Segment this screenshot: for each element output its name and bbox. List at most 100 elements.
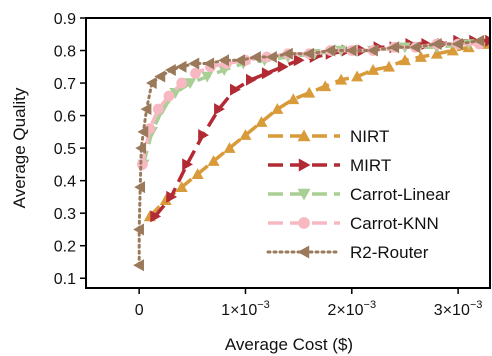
data-point (271, 103, 284, 114)
y-tick-label: 0.4 (54, 174, 76, 191)
y-tick-label: 0.8 (54, 44, 76, 61)
data-point (452, 38, 463, 51)
data-point (239, 129, 252, 140)
series-layer (133, 34, 490, 272)
legend-item: R2-Router (266, 243, 429, 262)
data-point (133, 223, 144, 236)
data-point (430, 38, 442, 51)
data-point (303, 86, 316, 98)
x-tick-label: 3×10−3 (434, 299, 483, 319)
x-tick-label: 1×10−3 (221, 299, 270, 319)
data-point (250, 51, 261, 64)
data-point (218, 54, 230, 67)
data-point (282, 47, 293, 60)
data-point (414, 51, 427, 62)
data-point (145, 77, 157, 90)
data-point (335, 73, 348, 85)
legend: NIRT MIRT Carrot-Linear Carrot-KNN R2-Router (266, 127, 450, 262)
series-r2-router (133, 34, 485, 272)
data-point (176, 77, 188, 89)
data-point (154, 70, 166, 83)
x-axis-label: Average Cost ($) (225, 335, 353, 354)
legend-label: MIRT (350, 156, 391, 175)
data-point (163, 90, 175, 102)
legend-label: R2-Router (350, 243, 429, 262)
data-point (152, 103, 164, 115)
data-point (287, 93, 300, 105)
data-point (135, 142, 147, 155)
legend-marker (298, 217, 310, 229)
data-point (319, 80, 332, 92)
y-tick-label: 0.9 (54, 11, 76, 28)
x-tick-label: 2×10−3 (327, 299, 376, 319)
legend-marker (297, 129, 311, 142)
data-point (388, 41, 400, 54)
data-point (133, 259, 144, 272)
data-point (303, 47, 315, 60)
data-point (277, 60, 289, 73)
data-point (159, 194, 172, 205)
data-point (446, 44, 459, 56)
data-point (345, 44, 357, 57)
data-point (351, 70, 364, 82)
legend-item: MIRT (268, 156, 391, 175)
data-point (214, 103, 225, 116)
series-line (148, 42, 486, 218)
legend-label: Carrot-Linear (350, 185, 450, 204)
data-point (166, 190, 178, 203)
data-point (184, 78, 197, 90)
y-tick-label: 0.7 (54, 76, 76, 93)
data-point (409, 41, 421, 54)
legend-marker (298, 158, 311, 172)
data-point (203, 57, 215, 70)
legend-item: NIRT (268, 127, 389, 146)
data-point (398, 54, 411, 66)
data-point (255, 116, 268, 127)
legend-label: NIRT (350, 127, 389, 146)
data-point (485, 34, 490, 47)
data-point (383, 60, 395, 72)
y-axis-label: Average Quality (10, 87, 29, 208)
data-point (223, 142, 236, 153)
data-point (150, 210, 162, 223)
data-point (190, 67, 201, 79)
data-point (367, 64, 380, 75)
legend-label: Carrot-KNN (350, 214, 439, 233)
data-point (182, 158, 193, 171)
data-point (134, 181, 146, 194)
data-point (201, 71, 214, 83)
data-point (245, 73, 257, 86)
data-point (136, 158, 148, 170)
y-tick-label: 0.2 (54, 239, 76, 256)
x-tick-label: 0 (135, 302, 144, 319)
data-point (293, 54, 305, 67)
series-nirt (143, 38, 490, 222)
legend-marker (297, 188, 311, 201)
legend-marker (297, 245, 310, 259)
data-point (198, 129, 209, 142)
data-point (165, 64, 176, 77)
data-point (169, 88, 182, 99)
plot-frame (85, 17, 491, 289)
data-point (191, 168, 204, 179)
data-point (188, 57, 200, 70)
y-tick-label: 0.5 (54, 141, 76, 158)
legend-item: Carrot-KNN (268, 214, 439, 233)
data-point (137, 125, 149, 138)
data-point (261, 67, 273, 80)
y-tick-label: 0.6 (54, 109, 76, 126)
data-point (234, 54, 245, 67)
data-point (324, 44, 336, 57)
legend-item: Carrot-Linear (268, 185, 450, 204)
data-point (207, 155, 220, 166)
data-point (473, 34, 485, 47)
data-point (175, 181, 188, 192)
y-tick-label: 0.3 (54, 206, 76, 223)
data-point (367, 44, 378, 57)
axes-layer: 0.1 0.2 0.3 0.4 0.5 0.6 0.7 0.8 0.9 0 1×10−3 2×10−3… (54, 11, 491, 319)
data-point (266, 51, 277, 64)
data-point (175, 60, 187, 73)
data-point (140, 103, 152, 116)
y-tick-label: 0.1 (54, 271, 76, 288)
